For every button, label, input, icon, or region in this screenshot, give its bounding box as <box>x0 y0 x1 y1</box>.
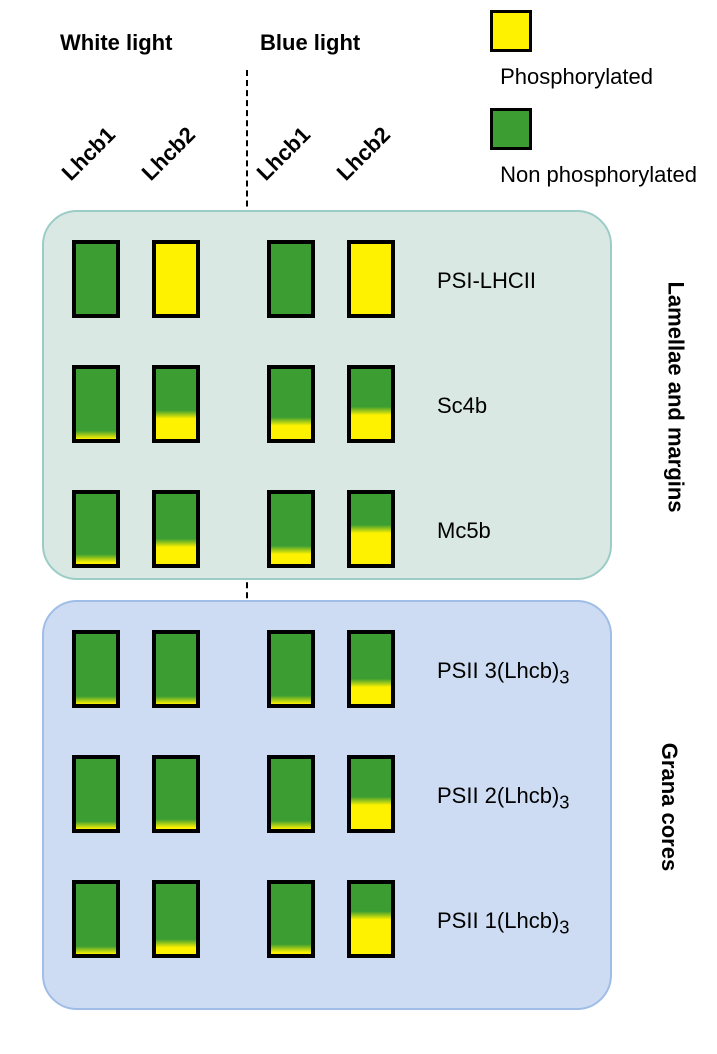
row-label: Mc5b <box>437 518 491 544</box>
data-cell <box>152 880 200 958</box>
data-cell <box>347 880 395 958</box>
data-cell <box>267 755 315 833</box>
data-cell <box>152 490 200 568</box>
data-cell <box>347 365 395 443</box>
row-label: PSII 1(Lhcb)3 <box>437 908 569 938</box>
legend-nonphosphorylated-label: Non phosphorylated <box>500 162 697 188</box>
legend: Phosphorylated Non phosphorylated <box>490 10 697 188</box>
data-cell <box>267 630 315 708</box>
blue-light-header: Blue light <box>260 30 360 56</box>
data-cell <box>152 365 200 443</box>
data-cell <box>72 630 120 708</box>
data-cell <box>267 365 315 443</box>
data-cell <box>267 240 315 318</box>
data-row: Mc5b <box>42 490 612 568</box>
data-cell <box>347 490 395 568</box>
legend-phosphorylated-label: Phosphorylated <box>500 64 697 90</box>
side-label-lamellae: Lamellae and margins <box>663 281 689 512</box>
data-cell <box>152 240 200 318</box>
data-row: PSII 3(Lhcb)3 <box>42 630 612 708</box>
wl-lhcb2-label: Lhcb2 <box>137 122 201 186</box>
bl-lhcb2-label: Lhcb2 <box>332 122 396 186</box>
data-cell <box>152 630 200 708</box>
data-cell <box>72 755 120 833</box>
data-cell <box>72 240 120 318</box>
white-light-header: White light <box>60 30 172 56</box>
data-cell <box>72 365 120 443</box>
data-cell <box>347 240 395 318</box>
data-cell <box>72 880 120 958</box>
data-cell <box>267 880 315 958</box>
row-label: Sc4b <box>437 393 487 419</box>
data-cell <box>267 490 315 568</box>
data-cell <box>347 755 395 833</box>
data-cell <box>347 630 395 708</box>
data-row: PSII 2(Lhcb)3 <box>42 755 612 833</box>
data-row: PSI-LHCII <box>42 240 612 318</box>
data-cell <box>72 490 120 568</box>
data-cell <box>152 755 200 833</box>
data-row: PSII 1(Lhcb)3 <box>42 880 612 958</box>
row-label: PSII 3(Lhcb)3 <box>437 658 569 688</box>
legend-box-nonphosphorylated <box>490 108 532 150</box>
bl-lhcb1-label: Lhcb1 <box>252 122 316 186</box>
side-label-grana: Grana cores <box>656 743 682 871</box>
wl-lhcb1-label: Lhcb1 <box>57 122 121 186</box>
legend-box-phosphorylated <box>490 10 532 52</box>
row-label: PSII 2(Lhcb)3 <box>437 783 569 813</box>
row-label: PSI-LHCII <box>437 268 536 294</box>
data-row: Sc4b <box>42 365 612 443</box>
